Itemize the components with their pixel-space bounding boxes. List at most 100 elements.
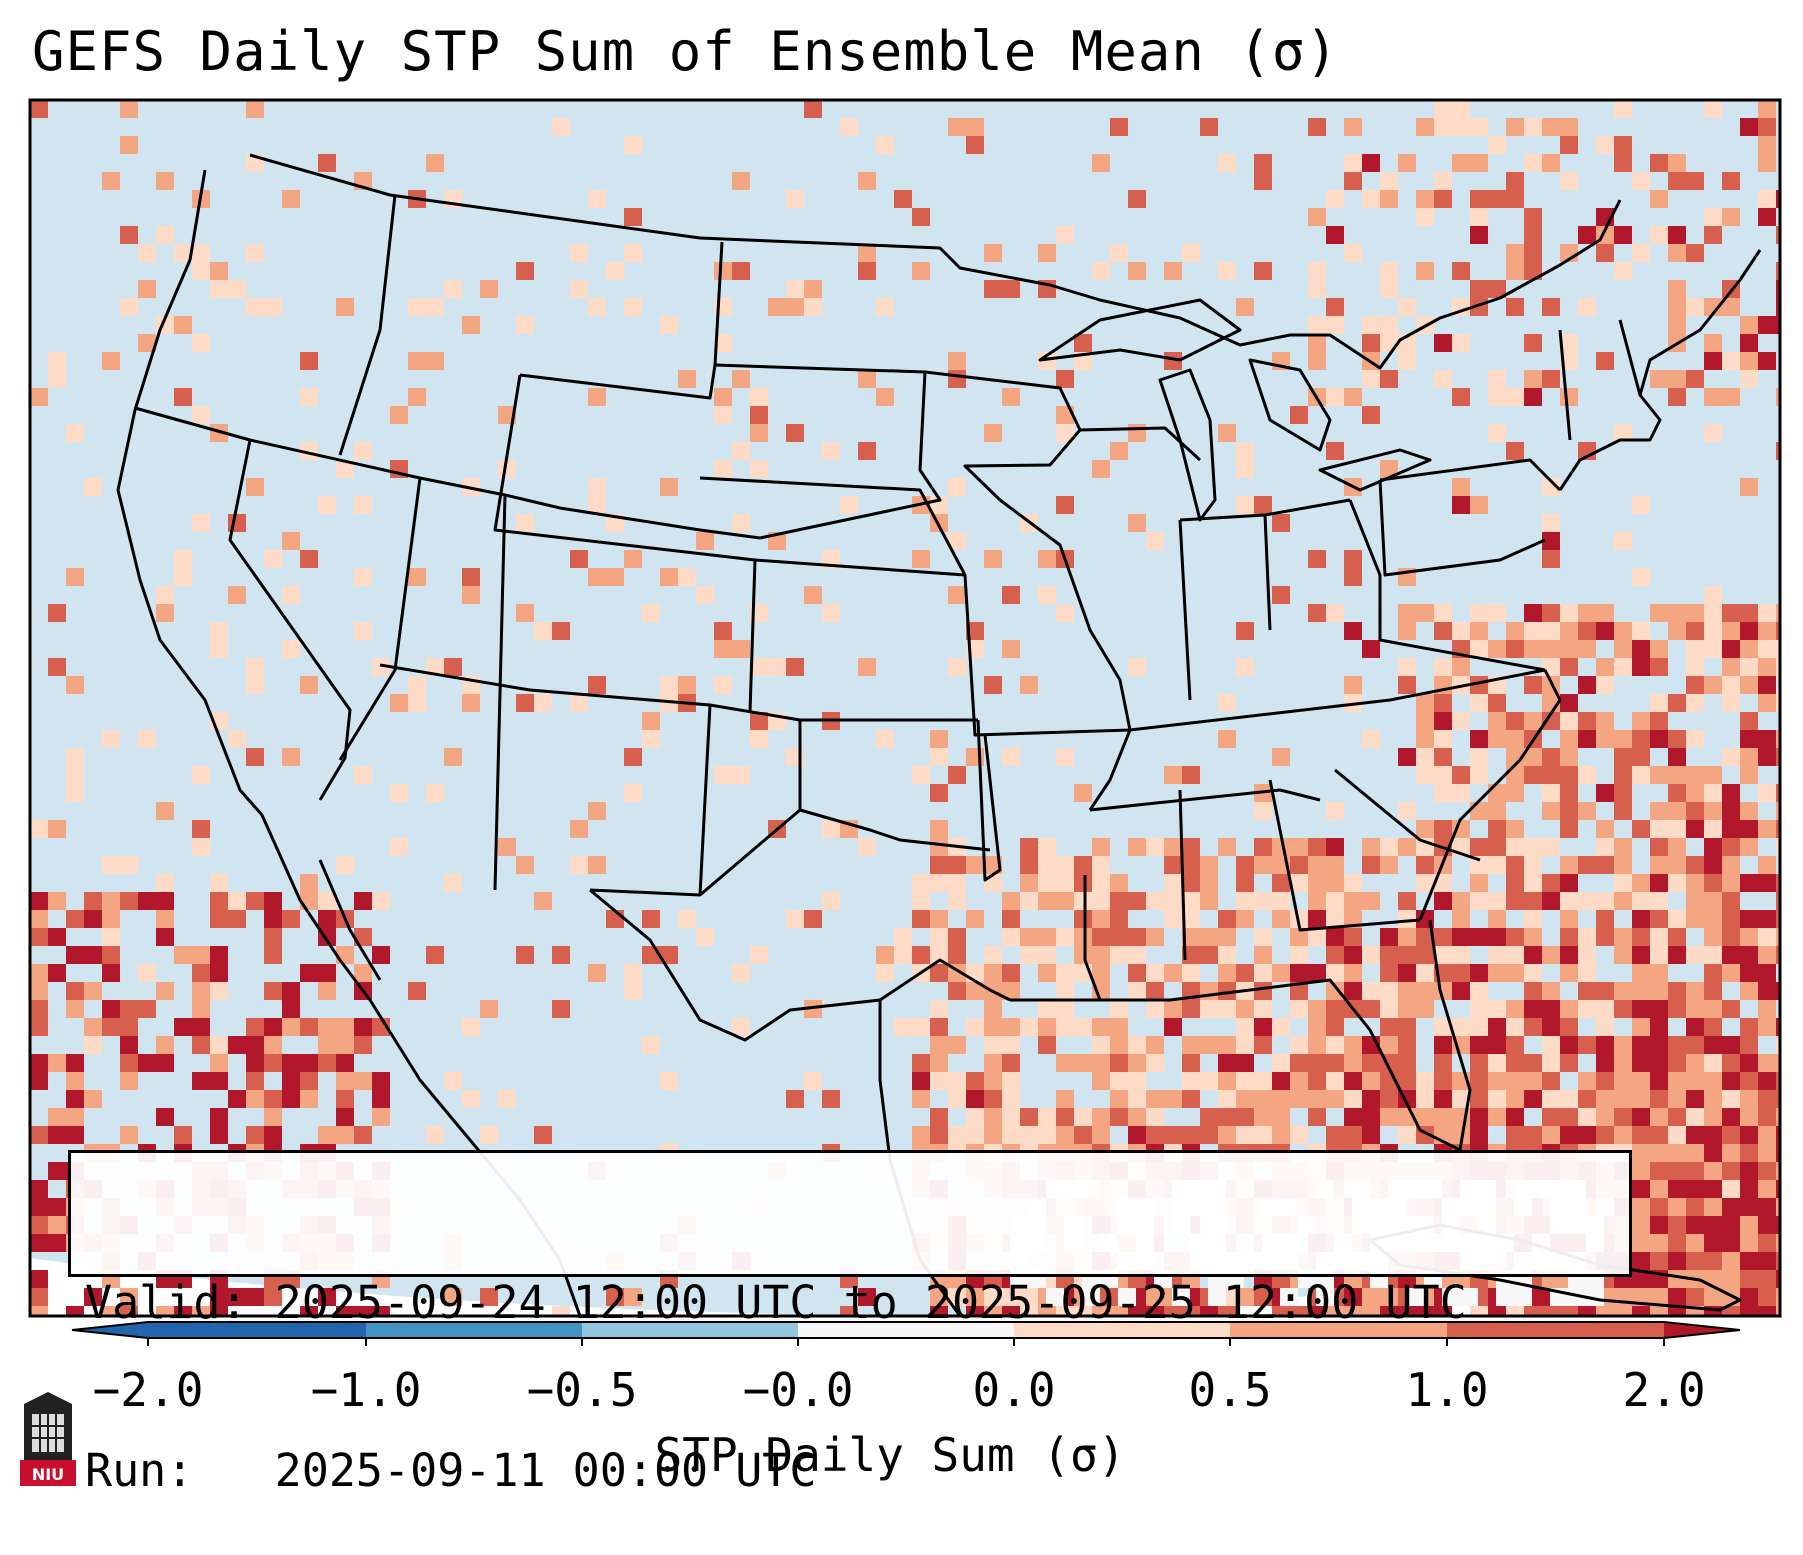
anomaly-cell bbox=[1596, 730, 1614, 748]
anomaly-cell bbox=[1470, 838, 1488, 856]
anomaly-cell bbox=[1560, 1090, 1578, 1108]
anomaly-cell bbox=[210, 280, 228, 298]
anomaly-cell bbox=[1578, 604, 1596, 622]
anomaly-cell bbox=[1218, 694, 1236, 712]
anomaly-cell bbox=[570, 244, 588, 262]
anomaly-cell bbox=[1542, 1018, 1560, 1036]
anomaly-cell bbox=[1272, 514, 1290, 532]
anomaly-cell bbox=[1380, 190, 1398, 208]
anomaly-cell bbox=[858, 442, 876, 460]
anomaly-cell bbox=[354, 1306, 372, 1316]
anomaly-cell bbox=[1056, 370, 1074, 388]
anomaly-cell bbox=[210, 910, 228, 928]
anomaly-cell bbox=[1092, 946, 1110, 964]
anomaly-cell bbox=[264, 1054, 282, 1072]
anomaly-cell bbox=[804, 1072, 822, 1090]
anomaly-cell bbox=[1506, 1108, 1524, 1126]
anomaly-cell bbox=[1254, 1288, 1272, 1306]
anomaly-cell bbox=[1686, 640, 1704, 658]
anomaly-cell bbox=[1038, 874, 1056, 892]
anomaly-cell bbox=[1650, 1018, 1668, 1036]
anomaly-cell bbox=[1596, 910, 1614, 928]
anomaly-cell bbox=[1326, 838, 1344, 856]
anomaly-cell bbox=[660, 946, 678, 964]
anomaly-cell bbox=[1542, 658, 1560, 676]
anomaly-cell bbox=[30, 892, 48, 910]
anomaly-cell bbox=[570, 694, 588, 712]
anomaly-cell bbox=[966, 1018, 984, 1036]
anomaly-cell bbox=[1470, 766, 1488, 784]
anomaly-cell bbox=[1074, 946, 1092, 964]
anomaly-cell bbox=[786, 1090, 804, 1108]
anomaly-cell bbox=[1704, 910, 1722, 928]
anomaly-cell bbox=[552, 622, 570, 640]
anomaly-cell bbox=[1650, 766, 1668, 784]
anomaly-cell bbox=[984, 424, 1002, 442]
anomaly-cell bbox=[1776, 1054, 1780, 1072]
anomaly-cell bbox=[1272, 1126, 1290, 1144]
anomaly-cell bbox=[1686, 1018, 1704, 1036]
anomaly-cell bbox=[1686, 784, 1704, 802]
anomaly-cell bbox=[1506, 262, 1524, 280]
anomaly-cell bbox=[678, 568, 696, 586]
anomaly-cell bbox=[1326, 802, 1344, 820]
anomaly-cell bbox=[192, 1036, 210, 1054]
anomaly-cell bbox=[1614, 838, 1632, 856]
anomaly-cell bbox=[1632, 712, 1650, 730]
anomaly-cell bbox=[300, 388, 318, 406]
anomaly-cell bbox=[1290, 838, 1308, 856]
anomaly-cell bbox=[1416, 712, 1434, 730]
anomaly-cell bbox=[1308, 280, 1326, 298]
anomaly-cell bbox=[1596, 1090, 1614, 1108]
anomaly-cell bbox=[1272, 874, 1290, 892]
anomaly-cell bbox=[1596, 1036, 1614, 1054]
anomaly-cell bbox=[1146, 838, 1164, 856]
anomaly-cell bbox=[1172, 1288, 1190, 1306]
anomaly-cell bbox=[876, 964, 894, 982]
anomaly-cell bbox=[264, 1018, 282, 1036]
anomaly-cell bbox=[1668, 748, 1686, 766]
anomaly-cell bbox=[984, 1018, 1002, 1036]
anomaly-cell bbox=[1650, 964, 1668, 982]
anomaly-cell bbox=[1776, 190, 1780, 208]
anomaly-cell bbox=[1326, 604, 1344, 622]
anomaly-cell bbox=[1182, 1036, 1200, 1054]
anomaly-cell bbox=[1470, 694, 1488, 712]
anomaly-cell bbox=[120, 1126, 138, 1144]
anomaly-cell bbox=[354, 1126, 372, 1144]
anomaly-cell bbox=[858, 838, 876, 856]
anomaly-cell bbox=[1740, 1036, 1758, 1054]
anomaly-cell bbox=[1722, 1234, 1740, 1252]
anomaly-cell bbox=[30, 1288, 48, 1306]
anomaly-cell bbox=[1614, 892, 1632, 910]
anomaly-cell bbox=[1362, 1000, 1380, 1018]
anomaly-cell bbox=[1488, 910, 1506, 928]
anomaly-cell bbox=[1236, 460, 1254, 478]
anomaly-cell bbox=[408, 568, 426, 586]
anomaly-cell bbox=[1236, 622, 1254, 640]
anomaly-cell bbox=[984, 550, 1002, 568]
anomaly-cell bbox=[678, 676, 696, 694]
anomaly-cell bbox=[1704, 784, 1722, 802]
anomaly-cell bbox=[1524, 154, 1542, 172]
anomaly-cell bbox=[300, 676, 318, 694]
anomaly-cell bbox=[1704, 766, 1722, 784]
anomaly-cell bbox=[318, 892, 336, 910]
anomaly-cell bbox=[984, 1072, 1002, 1090]
anomaly-cell bbox=[588, 964, 606, 982]
anomaly-cell bbox=[1704, 802, 1722, 820]
anomaly-cell bbox=[1740, 982, 1758, 1000]
anomaly-cell bbox=[948, 658, 966, 676]
anomaly-cell bbox=[1704, 622, 1722, 640]
anomaly-cell bbox=[1650, 1072, 1668, 1090]
anomaly-cell bbox=[1650, 874, 1668, 892]
anomaly-cell bbox=[1488, 856, 1506, 874]
anomaly-cell bbox=[120, 892, 138, 910]
anomaly-cell bbox=[1182, 1072, 1200, 1090]
anomaly-cell bbox=[1614, 154, 1632, 172]
anomaly-cell bbox=[1308, 838, 1326, 856]
anomaly-cell bbox=[1776, 1108, 1780, 1126]
anomaly-cell bbox=[1740, 1072, 1758, 1090]
anomaly-cell bbox=[1398, 1072, 1416, 1090]
anomaly-cell bbox=[1686, 1000, 1704, 1018]
